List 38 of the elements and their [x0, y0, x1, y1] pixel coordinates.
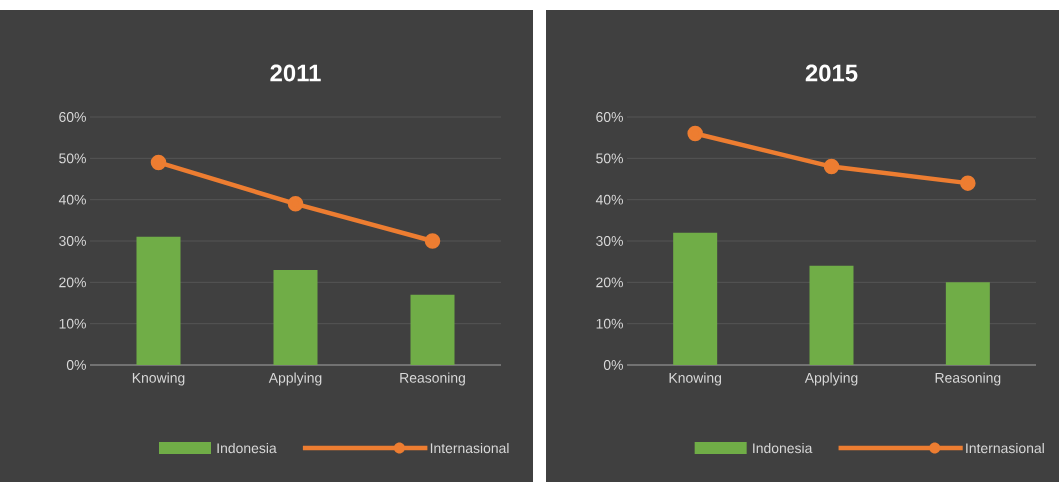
bar — [673, 232, 718, 365]
x-tick-label: Applying — [804, 372, 858, 386]
bar — [809, 265, 854, 365]
y-tick-label: 10% — [59, 318, 86, 329]
y-tick-label: 20% — [59, 277, 86, 288]
x-tick-label: Reasoning — [400, 372, 465, 386]
point — [960, 175, 976, 191]
x-tick-label: Reasoning — [935, 372, 1001, 386]
y-tick-label: 40% — [595, 194, 623, 205]
legend-label: Indonesia — [753, 442, 813, 454]
chart-title: 2015 — [805, 64, 858, 82]
x-tick-label: Knowing — [132, 372, 185, 386]
point — [150, 154, 167, 171]
y-tick-label: 50% — [59, 153, 86, 164]
y-tick-label: 0% — [603, 360, 623, 370]
y-tick-label: 40% — [58, 194, 86, 205]
bar — [945, 282, 990, 365]
legend-label: Internasional — [430, 442, 509, 454]
point — [687, 125, 703, 142]
x-tick-label: Applying — [268, 372, 322, 386]
y-tick-label: 10% — [596, 318, 623, 329]
y-tick-label: 30% — [596, 236, 623, 246]
point — [823, 158, 840, 175]
x-tick-label: Knowing — [669, 372, 722, 386]
chart-title: 2011 — [270, 64, 321, 82]
y-tick-label: 0% — [66, 360, 86, 370]
y-tick-label: 60% — [59, 112, 86, 122]
bar — [136, 236, 181, 365]
y-tick-label: 50% — [596, 153, 623, 164]
legend-label: Indonesia — [217, 442, 277, 454]
y-tick-label: 60% — [596, 112, 623, 122]
bar — [410, 294, 455, 365]
bar — [273, 269, 318, 365]
point — [287, 196, 304, 212]
y-tick-label: 30% — [59, 236, 86, 246]
legend-label: Internasional — [966, 442, 1044, 454]
point — [424, 233, 441, 249]
y-tick-label: 20% — [596, 277, 623, 288]
